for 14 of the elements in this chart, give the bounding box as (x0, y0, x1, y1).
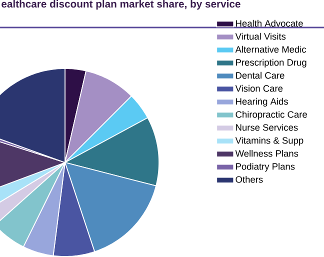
legend-label: Hearing Aids (236, 98, 288, 107)
legend-label: Health Advocate (236, 20, 303, 27)
legend-label: Nurse Services (236, 124, 298, 131)
legend-label: Dental Care (236, 72, 284, 79)
legend-label: Others (236, 176, 263, 183)
legend-label: Podiatry Plans (236, 163, 295, 172)
legend-label: Wellness Plans (235, 150, 298, 157)
legend-label: Alternative Medic (235, 46, 306, 53)
legend-label: Prescription Drug (236, 58, 306, 68)
legend-label: Vitamins & Supp (235, 136, 304, 146)
legend-label: Vision Care (235, 84, 283, 92)
legend-label: Virtual Visits (235, 32, 286, 40)
chart-title: ealthcare discount plan market share, by service (2, 0, 240, 10)
legend-label: Chiropractic Care (236, 110, 307, 120)
